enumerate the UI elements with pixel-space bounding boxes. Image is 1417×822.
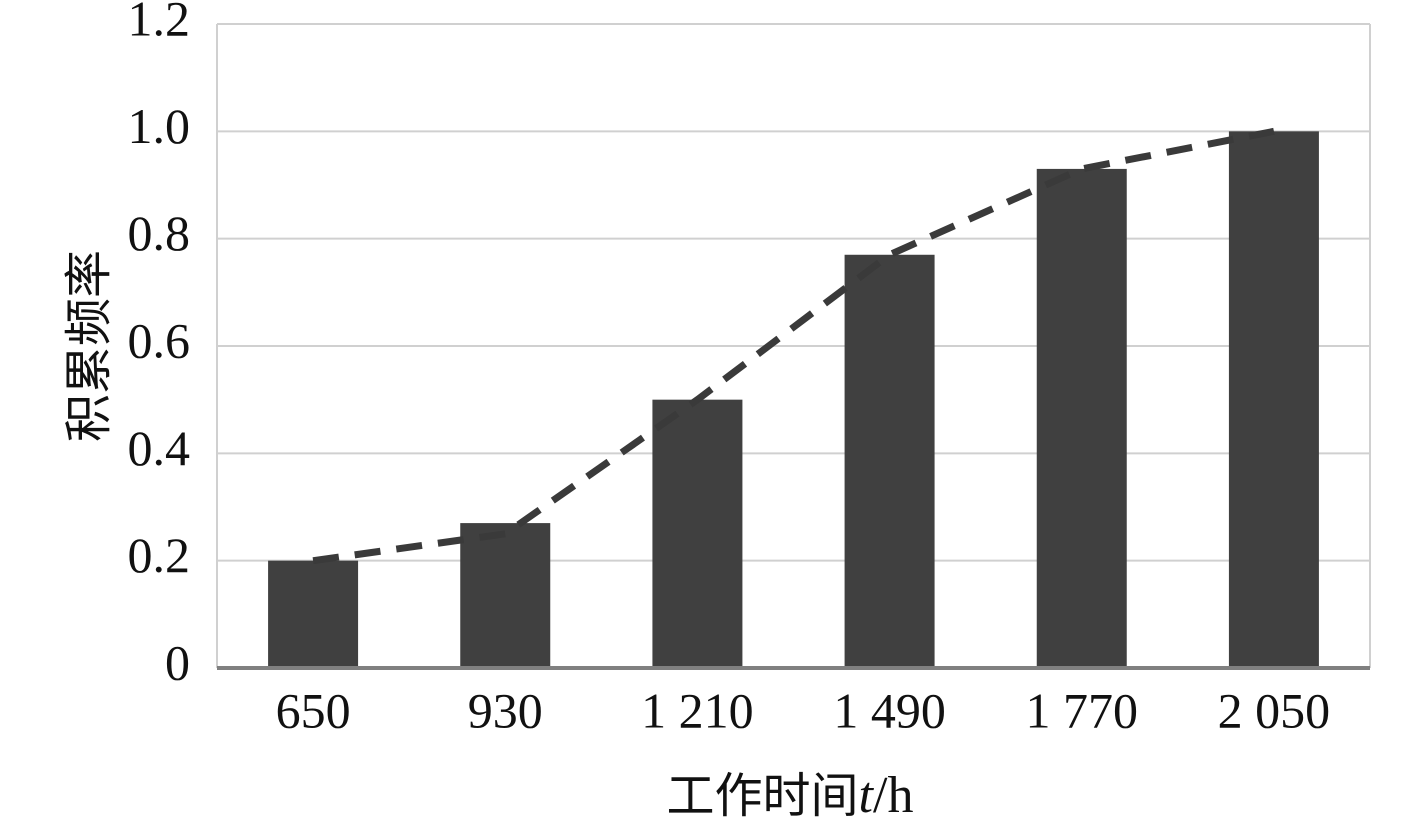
trend-line xyxy=(312,127,1275,565)
bar xyxy=(844,254,935,668)
axes xyxy=(216,23,1371,670)
x-tick-label: 2 050 xyxy=(1218,682,1331,738)
x-tick-label: 1 770 xyxy=(1026,682,1139,738)
bar xyxy=(1228,131,1319,669)
y-axis-title: 积累频率 xyxy=(61,250,117,442)
x-tick-label: 1 210 xyxy=(641,682,754,738)
trend-line-group xyxy=(312,127,1275,565)
y-tick-label: 1.0 xyxy=(128,98,191,154)
x-axis-title-text: 工作时间 xyxy=(667,768,859,822)
y-tick-labels: 0 0.2 0.4 0.6 0.8 1.0 1.2 xyxy=(128,0,191,690)
y-tick-label: 0.4 xyxy=(128,420,191,476)
bar xyxy=(652,399,743,668)
y-tick-label: 0 xyxy=(165,634,190,690)
bars xyxy=(268,131,1319,669)
x-axis-title-variable: t xyxy=(859,767,875,822)
y-tick-label: 1.2 xyxy=(128,0,191,46)
y-tick-label: 0.6 xyxy=(128,312,191,368)
bar xyxy=(1036,168,1127,668)
bar xyxy=(268,560,359,668)
bar xyxy=(460,523,551,668)
x-tick-label: 650 xyxy=(276,682,351,738)
y-tick-label: 0.8 xyxy=(128,205,191,261)
y-tick-label: 0.2 xyxy=(128,527,191,583)
x-axis-title-unit: /h xyxy=(873,767,913,822)
x-tick-labels: 650 930 1 210 1 490 1 770 2 050 xyxy=(276,682,1331,738)
gridlines xyxy=(217,23,1370,562)
x-axis-title: 工作时间t/h xyxy=(667,767,914,822)
x-tick-label: 930 xyxy=(468,682,543,738)
x-tick-label: 1 490 xyxy=(833,682,946,738)
